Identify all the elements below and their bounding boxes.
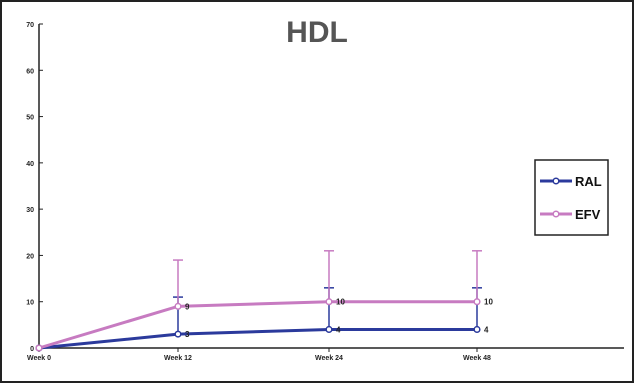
legend: RAL EFV xyxy=(534,159,609,236)
y-tick-label: 0 xyxy=(30,346,34,353)
data-label: 3 xyxy=(185,330,190,339)
chart-title: HDL xyxy=(286,16,348,49)
error-bars xyxy=(173,250,482,335)
data-label: 10 xyxy=(484,298,493,307)
legend-box xyxy=(534,159,609,236)
y-tick-label: 20 xyxy=(26,253,34,260)
data-label: 9 xyxy=(185,302,190,311)
y-tick-label: 60 xyxy=(26,68,34,75)
y-tick-label: 30 xyxy=(26,207,34,214)
series-line xyxy=(38,327,477,350)
legend-label: RAL xyxy=(575,174,602,189)
data-label: 10 xyxy=(336,298,345,307)
legend-label: EFV xyxy=(575,207,601,222)
data-label: 4 xyxy=(336,325,341,334)
data-point xyxy=(473,325,481,334)
series-line xyxy=(38,300,477,350)
data-point xyxy=(325,325,333,334)
y-tick-label: 40 xyxy=(26,161,34,168)
data-labels: 3 4 4 9 10 10 xyxy=(185,298,493,339)
x-tick-label: Week 0 xyxy=(27,355,51,362)
x-tick-label: Week 12 xyxy=(164,355,192,362)
data-point xyxy=(174,302,182,310)
y-tick-label: 10 xyxy=(26,300,34,307)
legend-marker xyxy=(552,210,560,218)
axes: 0 10 20 30 40 50 60 70 Week 0 Week 12 Week 24 Week … xyxy=(26,22,624,362)
x-tick-label: Week 24 xyxy=(315,355,343,362)
legend-marker xyxy=(552,177,560,185)
data-point xyxy=(35,344,43,352)
x-tick-label: Week 48 xyxy=(463,355,491,362)
series-lines xyxy=(35,298,481,352)
y-tick-label: 70 xyxy=(26,22,34,29)
data-point xyxy=(174,330,182,338)
data-label: 4 xyxy=(484,325,489,334)
y-tick-label: 50 xyxy=(26,115,34,122)
data-point xyxy=(325,298,333,306)
data-point xyxy=(473,298,481,306)
